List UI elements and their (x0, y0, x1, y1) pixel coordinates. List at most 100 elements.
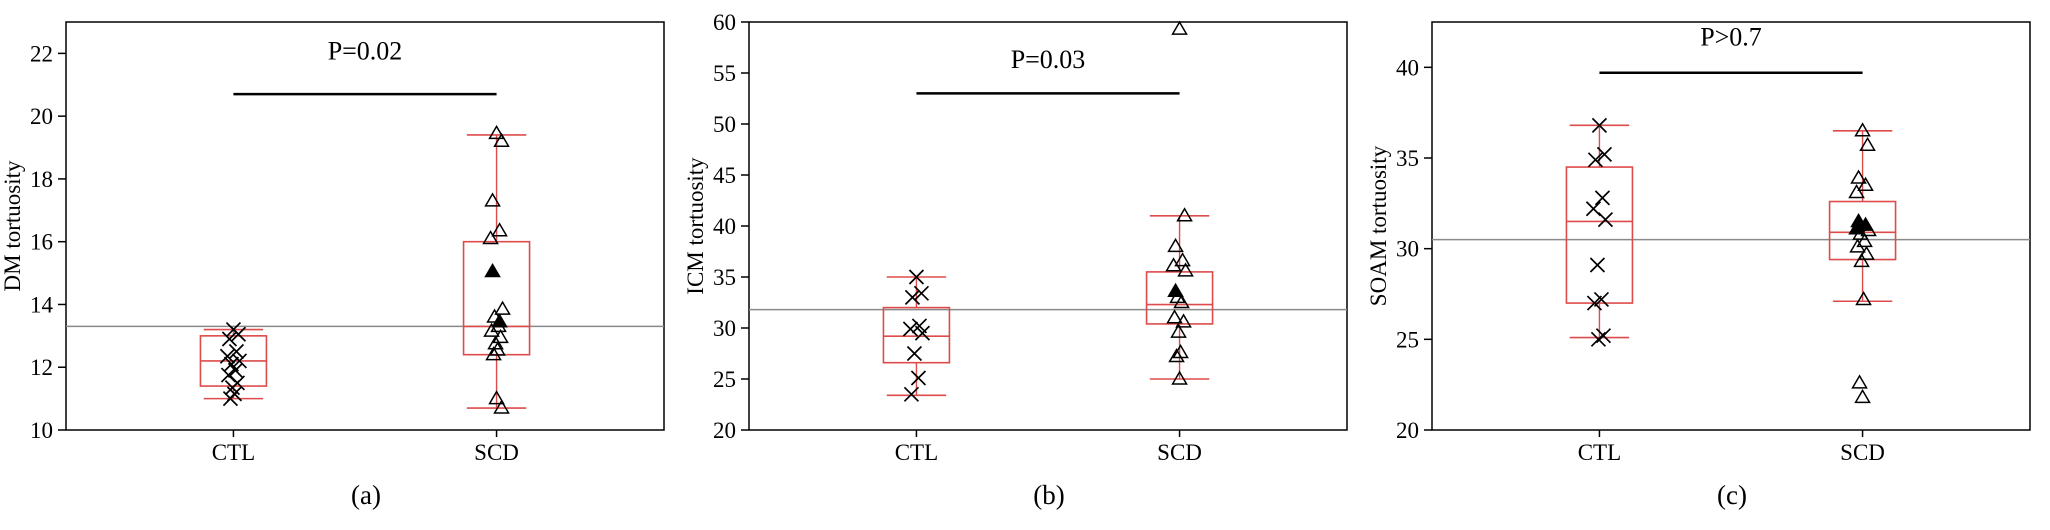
data-point-triangle (1174, 252, 1191, 267)
data-point-triangle (491, 222, 508, 237)
data-point-x (1597, 212, 1614, 228)
data-point-x (1596, 146, 1613, 162)
data-point-x (1593, 291, 1610, 308)
boxplot-c: 20 25 30 35 40 SOAM tortuosity CTL SCD P>0.7 (1366, 21, 2031, 465)
y-tick-label: 30 (1396, 237, 1419, 262)
y-tick-label: 12 (30, 355, 53, 380)
data-point-triangle (1170, 323, 1187, 338)
y-tick-label: 40 (1396, 55, 1419, 80)
panel-a: 10 12 14 16 18 20 22 DM tortuosity CTL SCD P=0.02 … (0, 0, 683, 511)
data-point-triangle (487, 335, 504, 350)
data-point-triangle (1168, 348, 1185, 363)
data-point-triangle (1167, 237, 1184, 253)
y-tick-label: 30 (713, 316, 736, 341)
data-point-x (231, 353, 248, 369)
data-point-triangle (482, 230, 499, 245)
y-tick-label: 10 (30, 418, 53, 443)
y-tick-label: 35 (1396, 146, 1419, 171)
panel-caption-a: (a) (351, 480, 381, 510)
significance-label: P=0.02 (328, 37, 403, 66)
y-tick-label: 55 (713, 61, 736, 86)
x-category-label-scd: SCD (1157, 440, 1202, 465)
data-point-x (221, 331, 238, 347)
box-ctl (1565, 166, 1634, 304)
data-point-triangle (1175, 313, 1192, 328)
data-point-triangle (485, 346, 502, 361)
data-point-x (908, 269, 925, 285)
y-axis-label: SOAM tortuosity (1366, 145, 1391, 306)
data-point-triangle (492, 328, 509, 344)
y-tick-label: 14 (30, 292, 54, 317)
data-point-x (227, 362, 244, 378)
plot-frame (748, 21, 1348, 431)
data-point-x (906, 345, 923, 362)
data-point-triangle (1859, 136, 1876, 152)
x-category-label-ctl: CTL (1578, 440, 1621, 465)
data-point-triangle (494, 300, 511, 315)
data-point-triangle (1851, 374, 1868, 389)
data-point-triangle (1848, 183, 1865, 199)
data-point-x (230, 326, 247, 342)
data-point-triangle (1854, 388, 1871, 404)
y-tick-label: 20 (1396, 418, 1419, 443)
data-point-x (219, 348, 236, 364)
y-tick-label: 18 (30, 167, 53, 192)
y-axis-label: ICM tortuosity (683, 157, 708, 295)
data-point-triangle (1858, 245, 1875, 260)
data-point-x (228, 343, 245, 360)
data-point-x (910, 370, 927, 386)
data-point-triangle (488, 390, 505, 405)
panel-b: 20 25 30 35 40 45 50 55 60 ICM tortuosity CTL SCD P=… (683, 0, 1366, 511)
y-tick-label: 20 (30, 104, 53, 129)
data-point-triangle-filled (1167, 282, 1184, 298)
y-tick-label: 25 (1396, 327, 1419, 352)
data-point-x (1594, 190, 1611, 206)
significance-label: P>0.7 (1700, 23, 1762, 52)
data-point-triangle (1853, 252, 1870, 268)
data-point-x (1589, 257, 1606, 273)
y-tick-label: 40 (713, 214, 736, 239)
data-point-triangle (1176, 207, 1193, 222)
x-category-label-ctl: CTL (895, 440, 938, 465)
data-point-triangle-filled (491, 313, 508, 328)
data-point-triangle (493, 399, 510, 414)
y-tick-label: 22 (30, 41, 53, 66)
boxplot-b: 20 25 30 35 40 45 50 55 60 ICM tortuosity CTL SCD P=… (683, 10, 1348, 465)
data-point-triangle (1171, 20, 1188, 35)
data-point-x (914, 325, 931, 341)
panel-c: 20 25 30 35 40 SOAM tortuosity CTL SCD P>0.7 (c) (1366, 0, 2049, 511)
plot-frame (1431, 21, 2031, 431)
data-point-triangle (1850, 169, 1867, 184)
plot-frame (65, 21, 665, 431)
data-point-x (904, 289, 921, 306)
data-point-triangle (1165, 257, 1182, 272)
panel-caption-b: (b) (1033, 480, 1065, 510)
data-point-x (1591, 117, 1608, 133)
data-point-triangle (1856, 232, 1873, 248)
data-point-triangle (484, 192, 501, 207)
significance-label: P=0.03 (1011, 45, 1086, 74)
y-tick-label: 16 (30, 230, 53, 255)
data-point-triangle (1171, 370, 1188, 385)
data-point-triangle-filled (1857, 216, 1874, 231)
panel-caption-c: (c) (1717, 480, 1747, 510)
y-tick-label: 20 (713, 418, 736, 443)
y-axis-label: DM tortuosity (0, 160, 25, 291)
data-point-x (1587, 152, 1604, 168)
box-scd (1145, 271, 1214, 325)
data-point-x (1586, 295, 1603, 311)
data-point-x (903, 386, 920, 402)
y-tick-label: 45 (713, 163, 736, 188)
data-point-triangle (1857, 176, 1874, 191)
x-category-label-scd: SCD (474, 440, 519, 465)
data-point-triangle (488, 124, 505, 140)
y-tick-label: 25 (713, 367, 736, 392)
y-tick-label: 50 (713, 112, 736, 137)
x-category-label-ctl: CTL (212, 440, 255, 465)
data-point-triangle (1173, 294, 1190, 309)
data-point-triangle (483, 322, 500, 337)
data-point-x (913, 285, 930, 301)
data-point-x (1590, 331, 1607, 347)
data-point-triangle (1855, 290, 1872, 306)
